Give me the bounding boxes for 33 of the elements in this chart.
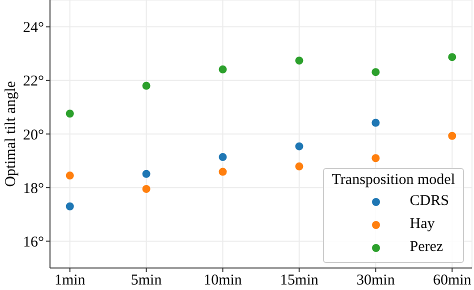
legend-label: Hay <box>410 216 435 233</box>
point <box>448 53 456 62</box>
point <box>218 168 227 176</box>
point <box>295 162 304 170</box>
y-axis-title: Optimal tilt angle <box>3 80 19 187</box>
point <box>66 110 74 118</box>
point <box>142 170 150 178</box>
legend-label: CDRS <box>410 193 449 210</box>
y-tick-label: 20° <box>23 127 44 144</box>
x-tick-label: 15min <box>280 272 319 289</box>
y-tick-label: 16° <box>23 234 44 251</box>
y-tick-label: 24° <box>23 20 44 36</box>
point <box>218 65 227 74</box>
x-tick-label: 60min <box>432 272 472 289</box>
legend-title: Transposition model <box>332 172 455 189</box>
legend-label: Perez <box>410 239 444 256</box>
x-tick-label: 10min <box>204 272 242 289</box>
point <box>372 154 380 162</box>
point <box>66 172 74 180</box>
point <box>142 184 150 193</box>
y-tick-label: 22° <box>23 74 44 90</box>
x-tick-label: 5min <box>130 272 162 289</box>
point <box>142 82 150 90</box>
point <box>372 118 380 127</box>
point <box>295 142 304 150</box>
x-tick-label: 1min <box>54 272 86 289</box>
point <box>66 202 74 210</box>
x-tick-label: 30min <box>356 272 396 289</box>
y-tick-label: 18° <box>23 180 44 197</box>
point <box>295 56 304 65</box>
point <box>448 132 456 140</box>
point <box>372 68 380 76</box>
point <box>218 153 227 162</box>
